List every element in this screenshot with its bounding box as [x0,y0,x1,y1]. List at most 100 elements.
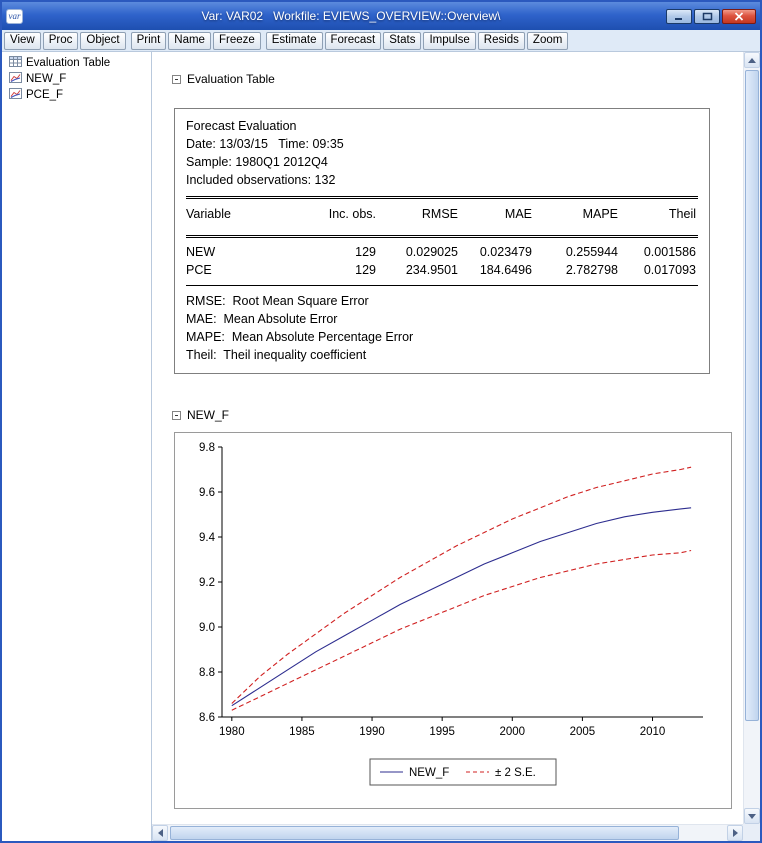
footnote-line: Theil: Theil inequality coefficient [186,348,367,362]
svg-text:9.8: 9.8 [199,442,215,454]
svg-text:9.2: 9.2 [199,577,215,589]
toolbar-button-object[interactable]: Object [80,31,126,50]
graph-icon [9,72,22,86]
toolbar: View Proc Object Print Name Freeze Estimate For… [2,30,760,52]
toolbar-button-print[interactable]: Print [130,31,167,50]
column-header: Inc. obs. [328,207,376,221]
app-icon-label: var [8,10,21,21]
svg-text:9.4: 9.4 [199,532,216,544]
window-title: Var: VAR02 Workfile: EVIEWS_OVERVIEW::Ov… [201,9,501,23]
table-rule-single [186,285,698,286]
svg-text:1990: 1990 [359,726,385,738]
toolbar-button-stats[interactable]: Stats [383,31,422,50]
chart-canvas: 8.6 8.8 9.0 9.2 9.4 9.6 9.8 1980 1985 1990 1995 200… [199,442,703,786]
toolbar-button-zoom[interactable]: Zoom [526,31,569,50]
toolbar-group: Print Name Freeze [130,31,261,50]
column-header: MAPE [582,207,618,221]
toolbar-button-forecast[interactable]: Forecast [324,31,382,50]
vertical-scrollbar[interactable] [743,52,760,824]
app-icon: var [6,8,23,24]
svg-text:1980: 1980 [219,726,245,738]
minimize-button[interactable] [666,8,692,24]
scrollbar-corner [743,824,760,841]
sidebar-item-label: Evaluation Table [26,57,111,69]
toolbar-group: Estimate Forecast Stats Impulse Resids Zoom [265,31,569,50]
window-body: Evaluation Table NEW_F PCE_F Evaluation Ta… [2,52,760,841]
table-cell: PCE [186,263,212,277]
svg-text:1995: 1995 [429,726,455,738]
table-cell: 0.017093 [643,263,696,277]
column-header: Variable [186,207,231,221]
close-button[interactable] [722,8,756,24]
svg-text:2010: 2010 [640,726,666,738]
toolbar-button-estimate[interactable]: Estimate [265,31,323,50]
title-bar: var Var: VAR02 Workfile: EVIEWS_OVERVIEW… [2,2,760,30]
forecast-graph: 8.6 8.8 9.0 9.2 9.4 9.6 9.8 1980 1985 1990 1995 200… [174,432,732,809]
scroll-up-arrow[interactable] [744,52,760,68]
sidebar: Evaluation Table NEW_F PCE_F [2,52,152,841]
svg-text:± 2 S.E.: ± 2 S.E. [495,767,536,779]
footnote-line: RMSE: Root Mean Square Error [186,294,369,308]
table-rule-double [186,196,698,199]
graph-icon [9,88,22,102]
eval-header-line: Forecast Evaluation [186,119,297,133]
vertical-scroll-thumb[interactable] [745,70,759,722]
toolbar-button-freeze[interactable]: Freeze [212,31,261,50]
vertical-scroll-track[interactable] [744,68,760,808]
spool-content: Evaluation Table Forecast Evaluation Date… [152,52,743,824]
scroll-left-arrow[interactable] [152,825,168,841]
evaluation-table: Forecast Evaluation Date: 13/03/15 Time: … [174,108,710,374]
svg-text:1985: 1985 [289,726,315,738]
main-area: Evaluation Table Forecast Evaluation Date… [152,52,760,841]
horizontal-scroll-thumb[interactable] [170,826,679,840]
table-cell: 0.029025 [405,245,458,259]
table-cell: 0.001586 [643,245,696,259]
svg-text:NEW_F: NEW_F [409,767,449,779]
collapse-icon[interactable] [172,74,181,84]
section-title: Evaluation Table [187,72,275,86]
section-title: NEW_F [187,408,229,422]
section-header-new-f[interactable]: NEW_F [172,408,229,422]
right-arrow-icon [732,829,738,837]
sidebar-item-new-f[interactable]: NEW_F [2,71,151,87]
section-header-evaluation-table[interactable]: Evaluation Table [172,72,275,86]
eval-column-headers: Variable Inc. obs. RMSE MAE MAPE Theil [186,199,698,228]
toolbar-group: View Proc Object [4,31,126,50]
toolbar-button-view[interactable]: View [4,31,41,50]
table-cell: 0.023479 [479,245,532,259]
scroll-down-arrow[interactable] [744,808,760,824]
table-cell: 129 [355,245,376,259]
toolbar-button-proc[interactable]: Proc [42,31,79,50]
sidebar-item-pce-f[interactable]: PCE_F [2,87,151,103]
horizontal-scroll-track[interactable] [168,825,727,841]
toolbar-button-name[interactable]: Name [168,31,211,50]
svg-text:8.6: 8.6 [199,712,215,724]
scroll-right-arrow[interactable] [727,825,743,841]
collapse-icon[interactable] [172,410,181,420]
horizontal-scrollbar[interactable] [152,824,743,841]
table-cell: 234.9501 [405,263,458,277]
table-row: PCE 129 234.9501 184.6496 2.782798 0.017093 [186,261,698,279]
column-header: RMSE [421,207,458,221]
maximize-button[interactable] [694,8,720,24]
toolbar-button-impulse[interactable]: Impulse [423,31,476,50]
eval-header-line: Included observations: 132 [186,173,336,187]
eval-header-line: Sample: 1980Q1 2012Q4 [186,155,328,169]
down-arrow-icon [748,813,756,819]
maximize-icon [702,12,712,20]
table-cell: 184.6496 [479,263,532,277]
eval-header-line: Date: 13/03/15 Time: 09:35 [186,137,344,151]
toolbar-button-resids[interactable]: Resids [477,31,525,50]
table-icon [9,56,22,70]
close-icon [734,11,744,21]
up-arrow-icon [748,57,756,63]
sidebar-item-evaluation-table[interactable]: Evaluation Table [2,55,151,71]
eval-footnotes: RMSE: Root Mean Square Error MAE: Mean Ab… [186,286,698,364]
table-cell: NEW [186,245,216,259]
footnote-line: MAPE: Mean Absolute Percentage Error [186,330,414,344]
window-controls [666,8,756,24]
sidebar-item-label: NEW_F [26,73,67,85]
svg-text:8.8: 8.8 [199,667,215,679]
footnote-line: MAE: Mean Absolute Error [186,312,338,326]
